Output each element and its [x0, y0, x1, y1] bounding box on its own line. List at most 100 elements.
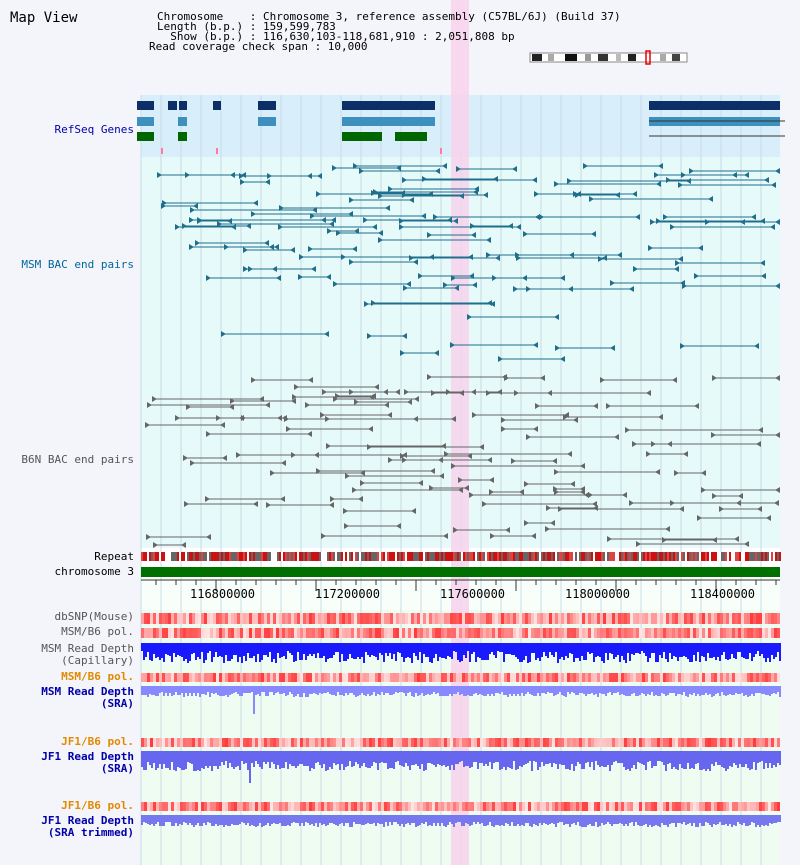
dbsnp-heat-cell — [426, 613, 429, 624]
msm-depth-sra-bar — [733, 686, 735, 695]
msm-depth-capillary-bar — [673, 643, 675, 656]
ideogram-band — [616, 54, 621, 61]
jf1-depth-trim-bar — [729, 815, 731, 824]
msm-pol-heat-cell — [201, 628, 204, 638]
repeat-segment — [767, 552, 769, 561]
jf1-depth-trim-bar — [151, 815, 153, 824]
jf1-pol-trim-heat-cell — [270, 802, 273, 811]
axis-tick-label: 118000000 — [565, 587, 631, 601]
msm-bac-pair-end — [333, 281, 338, 287]
dbsnp-heat-cell — [663, 613, 666, 624]
msm-pol-heat-cell — [684, 628, 687, 638]
jf1-depth-trim-bar — [687, 815, 689, 824]
dbsnp-heat-cell — [600, 613, 603, 624]
msm-pol-heat-cell — [648, 628, 651, 638]
jf1-pol-trim-heat-cell — [240, 802, 243, 811]
repeat-segment — [645, 552, 647, 561]
jf1-depth-trim-bar — [697, 815, 699, 827]
jf1-depth-trim-bar — [201, 815, 203, 826]
track-label-msm-bac[interactable]: MSM BAC end pairs — [21, 258, 134, 271]
msm-pol-heat-cell — [375, 628, 378, 638]
msm-pol-sra-heat-cell — [615, 673, 618, 682]
msm-depth-capillary-bar — [515, 643, 517, 657]
jf1-pol-trim-heat-cell — [552, 802, 555, 811]
jf1-pol-trim-heat-cell — [384, 802, 387, 811]
jf1-depth-sra-bar — [327, 751, 329, 770]
msm-depth-sra-bar — [389, 686, 391, 695]
msm-depth-capillary-bar — [357, 643, 359, 657]
jf1-pol-trim-heat-cell — [246, 802, 249, 811]
msm-pol-sra-heat-cell — [417, 673, 420, 682]
repeat-segment — [505, 552, 507, 561]
jf1-pol-trim-heat-cell — [429, 802, 432, 811]
msm-depth-sra-bar — [675, 686, 677, 696]
jf1-pol-trim-heat-cell — [771, 802, 774, 811]
jf1-depth-sra-bar — [543, 751, 545, 766]
dbsnp-heat-cell — [660, 613, 663, 624]
msm-depth-sra-bar — [755, 686, 757, 693]
msm-depth-sra-bar — [451, 686, 453, 696]
jf1-pol-trim-heat-cell — [750, 802, 753, 811]
jf1-depth-trim-bar — [627, 815, 629, 826]
track-label-refseq-genes[interactable]: RefSeq Genes — [54, 123, 134, 136]
jf1-pol-trim-heat-cell — [516, 802, 519, 811]
dbsnp-heat-cell — [330, 613, 333, 624]
msm-bac-pair-end — [675, 260, 680, 266]
b6n-bac-pair-end — [404, 389, 409, 395]
msm-depth-sra-bar — [431, 686, 433, 694]
jf1-depth-trim-bar — [643, 815, 645, 825]
msm-depth-sra-bar — [485, 686, 487, 696]
dbsnp-heat-cell — [255, 613, 258, 624]
dbsnp-heat-cell — [174, 613, 177, 624]
jf1-depth-sra-bar — [737, 751, 739, 768]
msm-pol-sra-heat-cell — [411, 673, 414, 682]
msm-pol-heat-cell — [297, 628, 300, 638]
jf1-depth-sra-bar — [623, 751, 625, 767]
msm-pol-sra-heat-cell — [231, 673, 234, 682]
msm-pol-heat-cell — [456, 628, 459, 638]
msm-depth-sra-bar — [295, 686, 297, 696]
repeat-segment — [319, 552, 321, 561]
msm-depth-sra-bar — [489, 686, 491, 696]
jf1-pol-trim-heat-cell — [486, 802, 489, 811]
msm-depth-sra-bar — [375, 686, 377, 696]
jf1-depth-trim-bar — [219, 815, 221, 825]
repeat-segment — [441, 552, 443, 561]
jf1-pol-heat-cell — [162, 738, 165, 747]
msm-pol-heat-cell — [438, 628, 441, 638]
msm-depth-sra-bar — [705, 686, 707, 693]
jf1-depth-trim-bar — [503, 815, 505, 826]
repeat-segment — [403, 552, 405, 561]
msm-depth-sra-bar — [735, 686, 737, 693]
msm-depth-sra-bar — [345, 686, 347, 693]
jf1-depth-sra-bar — [155, 751, 157, 770]
repeat-segment — [189, 552, 191, 561]
jf1-pol-heat-cell — [333, 738, 336, 747]
dbsnp-heat-cell — [765, 613, 768, 624]
repeat-segment — [619, 552, 621, 561]
track-label-b6n-bac[interactable]: B6N BAC end pairs — [21, 453, 134, 466]
b6n-bac-pair-end — [152, 396, 157, 402]
msm-depth-sra-bar — [445, 686, 447, 696]
dbsnp-heat-cell — [336, 613, 339, 624]
msm-pol-heat-cell — [171, 628, 174, 638]
msm-depth-sra-bar — [179, 686, 181, 695]
msm-pol-heat-cell — [402, 628, 405, 638]
msm-depth-sra-bar — [571, 686, 573, 692]
repeat-segment — [587, 552, 589, 561]
dbsnp-heat-cell — [417, 613, 420, 624]
jf1-pol-trim-heat-cell — [285, 802, 288, 811]
msm-bac-pair-end — [473, 189, 478, 195]
jf1-depth-trim-bar — [747, 815, 749, 826]
dbsnp-heat-cell — [192, 613, 195, 624]
repeat-segment — [333, 552, 335, 561]
jf1-depth-sra-bar — [535, 751, 537, 762]
jf1-pol-heat-cell — [261, 738, 264, 747]
repeat-segment — [311, 552, 313, 561]
msm-bac-pair-end — [324, 331, 329, 337]
msm-bac-pair-end — [764, 177, 769, 183]
msm-depth-capillary-bar — [385, 643, 387, 653]
msm-pol-heat-cell — [639, 628, 642, 638]
msm-depth-sra-bar — [413, 686, 415, 697]
